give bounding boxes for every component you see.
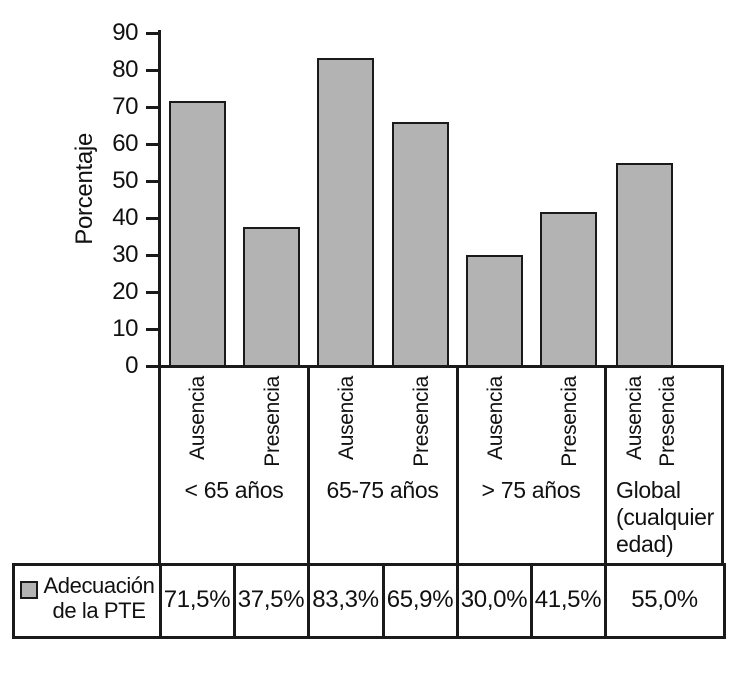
y-tick-mark	[146, 327, 160, 331]
y-tick-mark	[146, 68, 160, 72]
bar	[317, 57, 374, 367]
bar	[242, 227, 300, 367]
bar	[615, 162, 673, 367]
table-value-cell: 30,0%	[460, 586, 528, 613]
y-tick-mark	[146, 105, 160, 109]
bar	[168, 101, 226, 367]
y-axis-line	[158, 30, 161, 564]
bar	[539, 212, 597, 367]
y-tick-label: 30	[112, 241, 138, 268]
table-divider	[455, 566, 459, 636]
y-tick-mark	[146, 216, 160, 220]
table-divider	[529, 566, 533, 636]
y-tick-mark	[146, 253, 160, 257]
table-value-cell: 65,9%	[386, 586, 454, 613]
y-tick-mark	[146, 142, 160, 146]
group-label: < 65 años	[184, 477, 284, 503]
table-divider	[381, 566, 385, 636]
y-tick-mark	[146, 31, 160, 35]
table-value-cell: 37,5%	[237, 586, 305, 613]
table-divider	[232, 566, 236, 636]
y-tick-label: 60	[112, 130, 138, 157]
table-value-cell: 71,5%	[163, 586, 231, 613]
group-label: 65-75 años	[326, 477, 439, 503]
group-label: > 75 años	[481, 477, 581, 503]
group-label: Global (cualquier edad)	[616, 477, 714, 558]
bar-sublabel: Presencia	[558, 376, 581, 467]
bar-sublabel: Presencia	[261, 376, 284, 467]
bar-sublabel: Ausencia	[623, 376, 646, 460]
y-tick-mark	[146, 364, 160, 368]
table-value-cell: 41,5%	[534, 586, 602, 613]
group-divider	[455, 366, 459, 564]
y-tick-mark	[146, 290, 160, 294]
data-table	[12, 563, 726, 639]
y-tick-label: 0	[125, 352, 138, 379]
group-divider	[603, 366, 607, 564]
bar-sublabel: Ausencia	[186, 376, 209, 460]
legend-label-line2: de la PTE	[52, 597, 146, 623]
y-tick-label: 50	[112, 167, 138, 194]
table-divider	[158, 566, 162, 636]
bar-sublabel: Ausencia	[484, 376, 507, 460]
y-tick-label: 90	[112, 19, 138, 46]
y-tick-label: 70	[112, 93, 138, 120]
legend-swatch	[20, 581, 38, 599]
bar-sublabel: Presencia	[656, 376, 679, 467]
table-divider	[603, 566, 607, 636]
y-tick-label: 40	[112, 204, 138, 231]
bar-sublabel: Presencia	[410, 376, 433, 467]
y-tick-label: 20	[112, 278, 138, 305]
y-tick-label: 10	[112, 315, 138, 342]
y-tick-label: 80	[112, 56, 138, 83]
group-divider	[306, 366, 310, 564]
table-value-cell: 55,0%	[631, 586, 698, 613]
bar-sublabel: Ausencia	[335, 376, 358, 460]
bar	[391, 122, 449, 367]
legend-label-line1: Adecuación	[43, 573, 155, 598]
legend-label: Adecuación de la PTE	[40, 573, 158, 624]
table-value-cell: 83,3%	[312, 586, 379, 613]
bar	[465, 255, 523, 367]
y-tick-mark	[146, 179, 160, 183]
group-divider	[721, 366, 724, 564]
table-divider	[306, 566, 310, 636]
